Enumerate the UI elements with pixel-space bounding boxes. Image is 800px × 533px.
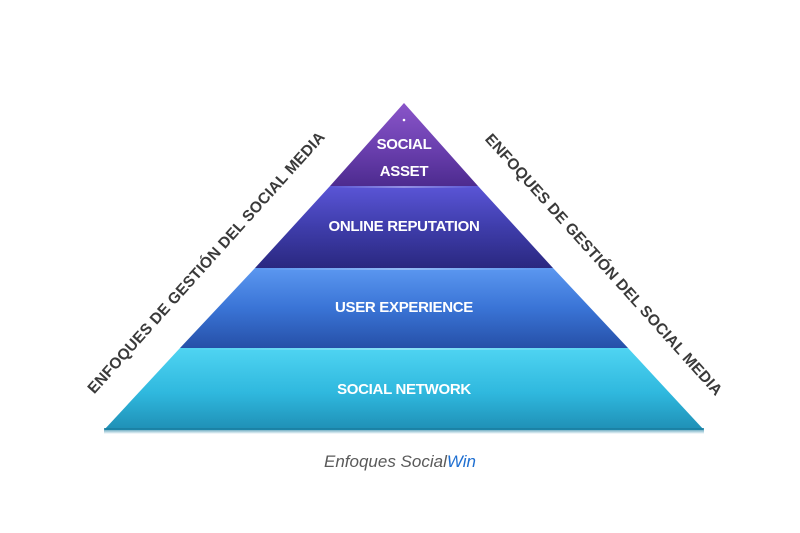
caption-brand: Win xyxy=(446,452,476,471)
layer-online-reputation xyxy=(255,186,553,268)
apex-dot xyxy=(402,118,406,122)
social-asset-label-line2: ASSET xyxy=(380,163,429,180)
caption-text: Enfoques Social xyxy=(323,452,447,471)
pyramid-base-shadow xyxy=(104,428,704,434)
social-asset-label-line1: SOCIAL xyxy=(377,136,432,153)
social-network-label: SOCIAL NETWORK xyxy=(337,381,471,398)
layer-social-network xyxy=(104,348,704,430)
layer-social-asset xyxy=(330,103,478,186)
user-experience-label: USER EXPERIENCE xyxy=(335,299,473,316)
layer-user-experience xyxy=(180,268,628,348)
diagram-caption: Enfoques SocialWin xyxy=(0,452,800,472)
online-reputation-label: ONLINE REPUTATION xyxy=(328,218,479,235)
